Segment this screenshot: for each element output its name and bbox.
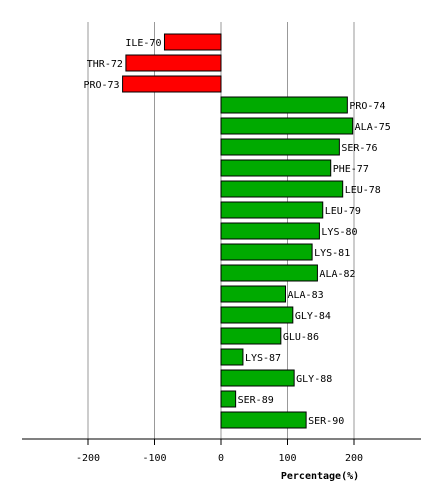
bar-label-ala-83: ALA-83: [288, 290, 324, 301]
bar-ser-89: [220, 390, 237, 408]
x-ticks: -200 -100 0 100 200: [76, 439, 363, 464]
bar-lys-81: [220, 243, 313, 261]
x-tick-label: 0: [218, 453, 224, 464]
bar-ala-75: [220, 117, 354, 135]
bar-leu-78: [220, 180, 344, 198]
bar-gly-88: [220, 369, 295, 387]
bar-label-ile-70: ILE-70: [125, 38, 161, 49]
bar-label-ser-90: SER-90: [308, 416, 344, 427]
bar-ala-83: [220, 285, 287, 303]
bar-label-lys-80: LYS-80: [321, 227, 357, 238]
bar-label-thr-72: THR-72: [87, 59, 123, 70]
bar-label-ser-89: SER-89: [238, 395, 274, 406]
bar-label-glu-86: GLU-86: [283, 332, 319, 343]
bar-glu-86: [220, 327, 282, 345]
bar-pro-74: [220, 96, 348, 114]
bar-label-gly-84: GLY-84: [295, 311, 331, 322]
bar-label-leu-79: LEU-79: [325, 206, 361, 217]
bar-leu-79: [220, 201, 324, 219]
bar-label-ala-82: ALA-82: [319, 269, 355, 280]
bar-label-lys-87: LYS-87: [245, 353, 281, 364]
bar-gly-84: [220, 306, 294, 324]
x-tick-label: -100: [142, 453, 166, 464]
bar-label-phe-77: PHE-77: [333, 164, 369, 175]
bar-label-ala-75: ALA-75: [355, 122, 391, 133]
bar-ser-90: [220, 411, 307, 429]
bar-label-ser-76: SER-76: [341, 143, 377, 154]
x-tick-label: 100: [278, 453, 296, 464]
bar-ala-82: [220, 264, 318, 282]
bar-label-leu-78: LEU-78: [345, 185, 381, 196]
bars: [122, 33, 354, 429]
bar-thr-72: [125, 54, 222, 72]
x-tick-label: -200: [76, 453, 100, 464]
bar-ser-76: [220, 138, 340, 156]
bar-pro-73: [122, 75, 222, 93]
bar-label-gly-88: GLY-88: [296, 374, 332, 385]
bar-phe-77: [220, 159, 332, 177]
bar-label-lys-81: LYS-81: [314, 248, 350, 259]
bar-label-pro-74: PRO-74: [349, 101, 385, 112]
x-tick-label: 200: [345, 453, 363, 464]
bar-label-pro-73: PRO-73: [83, 80, 119, 91]
x-axis-label: Percentage(%): [281, 471, 359, 482]
bar-lys-87: [220, 348, 244, 366]
bar-lys-80: [220, 222, 320, 240]
bar-ile-70: [163, 33, 222, 51]
